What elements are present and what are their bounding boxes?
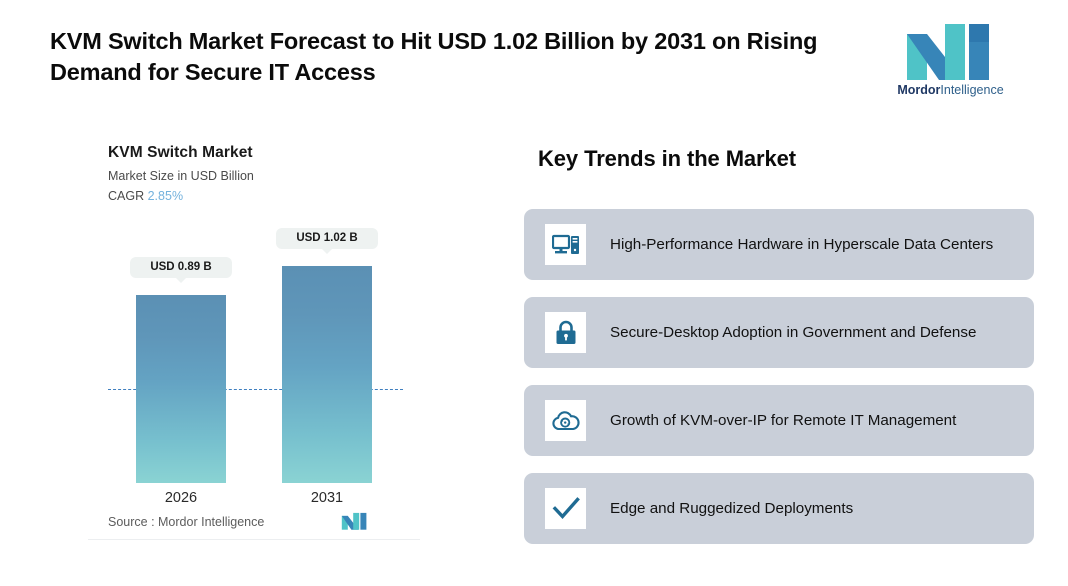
chart-source-text: Source : Mordor Intelligence [108,515,265,529]
checkmark-icon [552,496,580,519]
trend-label-1: High-Performance Hardware in Hyperscale … [610,235,994,253]
x-axis-label-2031: 2031 [310,490,344,506]
key-trends-list: High-Performance Hardware in Hyperscale … [524,209,1034,561]
trend-label-4: Edge and Ruggedized Deployments [610,499,854,517]
trend-card-4[interactable]: Edge and Ruggedized Deployments [524,473,1034,544]
mordor-m-mark-icon [906,24,989,80]
trend-icon-box-3 [545,400,586,441]
bar-value-label-2031: USD 1.02 B [276,228,378,254]
padlock-icon [556,320,575,344]
bar-value-label-2026: USD 0.89 B [130,257,232,283]
reference-dashed-line [108,389,403,390]
chart-subtitle: Market Size in USD Billion [108,169,254,183]
trend-icon-box-1 [545,224,586,265]
page-header: KVM Switch Market Forecast to Hit USD 1.… [0,0,1068,110]
x-axis-label-2026: 2026 [164,490,198,506]
trend-card-1[interactable]: High-Performance Hardware in Hyperscale … [524,209,1034,280]
trend-label-3: Growth of KVM-over-IP for Remote IT Mana… [610,411,957,429]
chart-cagr: CAGR 2.85% [108,189,183,203]
chart-title: KVM Switch Market [108,144,253,161]
key-trends-heading: Key Trends in the Market [538,146,797,171]
trend-icon-box-4 [545,488,586,529]
page-title: KVM Switch Market Forecast to Hit USD 1.… [50,28,818,85]
bar-2031 [282,266,372,483]
brand-name-bold: Mordor [897,83,941,97]
trend-icon-box-2 [545,312,586,353]
chart-panel: KVM Switch Market Market Size in USD Bil… [88,128,420,540]
cagr-label: CAGR [108,189,145,203]
cloud-sync-icon [551,410,580,430]
brand-name-light: Intelligence [940,83,1004,97]
trend-label-2: Secure-Desktop Adoption in Government an… [610,323,977,341]
trend-card-3[interactable]: Growth of KVM-over-IP for Remote IT Mana… [524,385,1034,456]
brand-logo: MordorIntelligence [893,22,1008,100]
desktop-computer-icon [551,234,579,254]
brand-wordmark: MordorIntelligence [893,83,1008,97]
chart-plot-area: USD 0.89 B USD 1.02 B [88,228,420,483]
source-mordor-m-mark-icon [341,512,367,530]
chart-panel-divider [88,539,420,540]
trend-card-2[interactable]: Secure-Desktop Adoption in Government an… [524,297,1034,368]
cagr-value: 2.85% [147,189,184,203]
bar-2026 [136,295,226,483]
